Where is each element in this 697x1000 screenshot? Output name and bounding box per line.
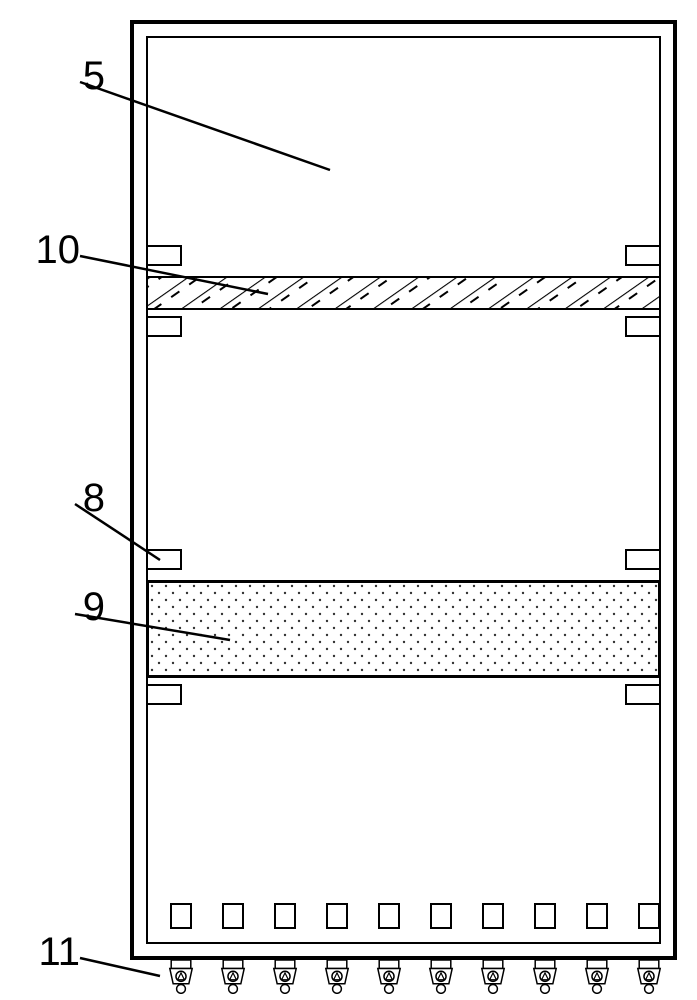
bottom-tooth	[482, 903, 504, 929]
bottom-tooth	[222, 903, 244, 929]
support-L-top-0	[146, 245, 182, 266]
dotted-block	[146, 580, 661, 678]
hatched-bar	[146, 276, 661, 310]
bottom-tooth	[430, 903, 452, 929]
support-L-top-1	[146, 549, 182, 570]
nozzle-icon	[583, 960, 611, 994]
bottom-tooth	[586, 903, 608, 929]
support-L-bot-0	[146, 316, 182, 337]
bottom-tooth	[170, 903, 192, 929]
nozzle-icon	[635, 960, 663, 994]
bottom-tooth	[274, 903, 296, 929]
nozzle-icon	[427, 960, 455, 994]
callout-label-5: 5	[25, 54, 105, 99]
support-L-bot-1	[146, 684, 182, 705]
nozzle-icon	[323, 960, 351, 994]
nozzle-icon	[375, 960, 403, 994]
callout-label-10: 10	[0, 228, 80, 273]
bottom-tooth	[326, 903, 348, 929]
nozzle-icon	[531, 960, 559, 994]
callout-label-9: 9	[25, 585, 105, 630]
support-R-top-1	[625, 549, 661, 570]
nozzle-icon	[271, 960, 299, 994]
nozzle-icon	[167, 960, 195, 994]
support-R-top-0	[625, 245, 661, 266]
callout-label-11: 11	[0, 930, 80, 975]
support-R-bot-0	[625, 316, 661, 337]
bottom-tooth	[534, 903, 556, 929]
bottom-tooth	[378, 903, 400, 929]
nozzle-icon	[479, 960, 507, 994]
support-R-bot-1	[625, 684, 661, 705]
bottom-tooth	[638, 903, 660, 929]
callout-label-8: 8	[25, 476, 105, 521]
diagram-canvas: 5 10 8 9 11	[0, 0, 697, 1000]
nozzle-icon	[219, 960, 247, 994]
inner-frame	[146, 36, 661, 944]
